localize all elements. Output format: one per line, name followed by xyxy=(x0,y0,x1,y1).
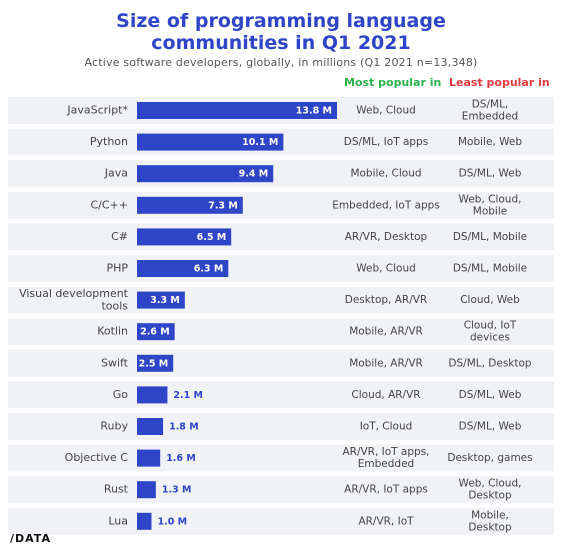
least-popular-value: DS/ML, Web xyxy=(459,389,522,401)
row-band xyxy=(8,349,554,377)
category-label: Objective C xyxy=(65,451,129,464)
most-popular-value: Mobile, AR/VR xyxy=(349,326,423,338)
least-popular-value: DS/ML, Embedded xyxy=(462,99,518,123)
most-popular-header: Most popular in xyxy=(344,76,442,89)
value-label: 2.6 M xyxy=(140,326,170,337)
most-popular-value: Embedded, IoT apps xyxy=(332,199,440,211)
bar xyxy=(137,228,232,246)
row-band xyxy=(8,381,554,409)
row-band xyxy=(8,255,554,282)
category-label: Kotlin xyxy=(97,325,128,338)
bar xyxy=(137,102,337,119)
least-popular-value: DS/ML, Web xyxy=(459,421,522,433)
least-popular-value: DS/ML, Desktop xyxy=(448,357,532,369)
most-popular-value: Desktop, AR/VR xyxy=(345,294,427,306)
least-popular-value: DS/ML, Web xyxy=(459,168,522,180)
bar xyxy=(137,260,229,277)
bar xyxy=(137,291,185,309)
value-label: 6.3 M xyxy=(194,263,224,274)
category-label: Go xyxy=(113,388,129,401)
value-label: 1.0 M xyxy=(157,516,187,527)
row-band xyxy=(8,160,554,188)
most-popular-value: Web, Cloud xyxy=(356,263,416,275)
value-label: 9.4 M xyxy=(239,168,269,179)
bar xyxy=(137,133,284,151)
category-label: C# xyxy=(111,230,128,243)
value-label: 1.8 M xyxy=(169,421,199,432)
bar xyxy=(137,449,161,467)
value-label: 7.3 M xyxy=(208,200,238,211)
value-label: 10.1 M xyxy=(242,137,278,148)
least-popular-value: Web, Cloud, Desktop xyxy=(459,478,522,502)
most-popular-value: AR/VR, IoT xyxy=(358,515,414,527)
row-band xyxy=(8,507,554,535)
chart-title-line-1: Size of programming language xyxy=(116,10,446,32)
value-label: 3.3 M xyxy=(150,295,180,306)
bar xyxy=(137,323,175,341)
chart-title-line-2: communities in Q1 2021 xyxy=(151,32,411,54)
bar xyxy=(137,386,168,404)
most-popular-value: Mobile, AR/VR xyxy=(349,357,423,369)
category-label: Visual development tools xyxy=(19,287,129,313)
most-popular-value: Cloud, AR/VR xyxy=(351,389,420,401)
least-popular-value: Cloud, Web xyxy=(460,294,520,306)
category-label: Lua xyxy=(108,514,128,527)
bar xyxy=(137,418,164,435)
least-popular-value: Mobile, Desktop xyxy=(468,509,512,533)
value-label: 2.5 M xyxy=(139,358,169,369)
category-label: PHP xyxy=(106,262,128,275)
value-label: 1.6 M xyxy=(166,453,196,464)
row-band xyxy=(8,444,554,472)
bar xyxy=(137,196,243,214)
most-popular-value: AR/VR, Desktop xyxy=(345,231,428,243)
most-popular-value: Mobile, Cloud xyxy=(350,168,421,180)
data-logo: /DATA xyxy=(10,532,51,545)
least-popular-value: DS/ML, Mobile xyxy=(453,231,527,243)
row-band xyxy=(8,191,554,219)
least-popular-value: Mobile, Web xyxy=(458,136,522,148)
value-label: 2.1 M xyxy=(173,389,203,400)
chart-subtitle: Active software developers, globally, in… xyxy=(84,56,478,69)
most-popular-value: DS/ML, IoT apps xyxy=(344,136,428,148)
row-band xyxy=(8,286,554,314)
category-label: Swift xyxy=(101,356,129,369)
bar xyxy=(137,512,152,530)
category-label: Rust xyxy=(104,483,129,496)
category-label: JavaScript* xyxy=(66,104,128,117)
category-label: Python xyxy=(90,135,128,148)
bar xyxy=(137,481,156,499)
row-band xyxy=(8,476,554,504)
most-popular-value: AR/VR, IoT apps, Embedded xyxy=(342,446,429,470)
category-label: Java xyxy=(104,167,128,180)
least-popular-value: DS/ML, Mobile xyxy=(453,263,527,275)
row-band xyxy=(8,318,554,346)
least-popular-value: Web, Cloud, Mobile xyxy=(459,193,522,217)
chart-title: Size of programming language communities… xyxy=(0,10,562,54)
most-popular-value: Web, Cloud xyxy=(356,105,416,117)
value-label: 13.8 M xyxy=(296,105,332,116)
bar xyxy=(137,354,174,372)
row-band xyxy=(8,413,554,440)
least-popular-value: Cloud, IoT devices xyxy=(464,320,517,344)
most-popular-value: IoT, Cloud xyxy=(360,421,413,433)
least-popular-value: Desktop, games xyxy=(447,452,532,464)
least-popular-header: Least popular in xyxy=(449,76,550,89)
value-label: 1.3 M xyxy=(162,484,192,495)
category-label: Ruby xyxy=(100,420,128,433)
bar xyxy=(137,165,274,183)
value-label: 6.5 M xyxy=(197,231,227,242)
row-band xyxy=(8,223,554,251)
category-label: C/C++ xyxy=(90,198,128,211)
most-popular-value: AR/VR, IoT apps xyxy=(344,484,428,496)
